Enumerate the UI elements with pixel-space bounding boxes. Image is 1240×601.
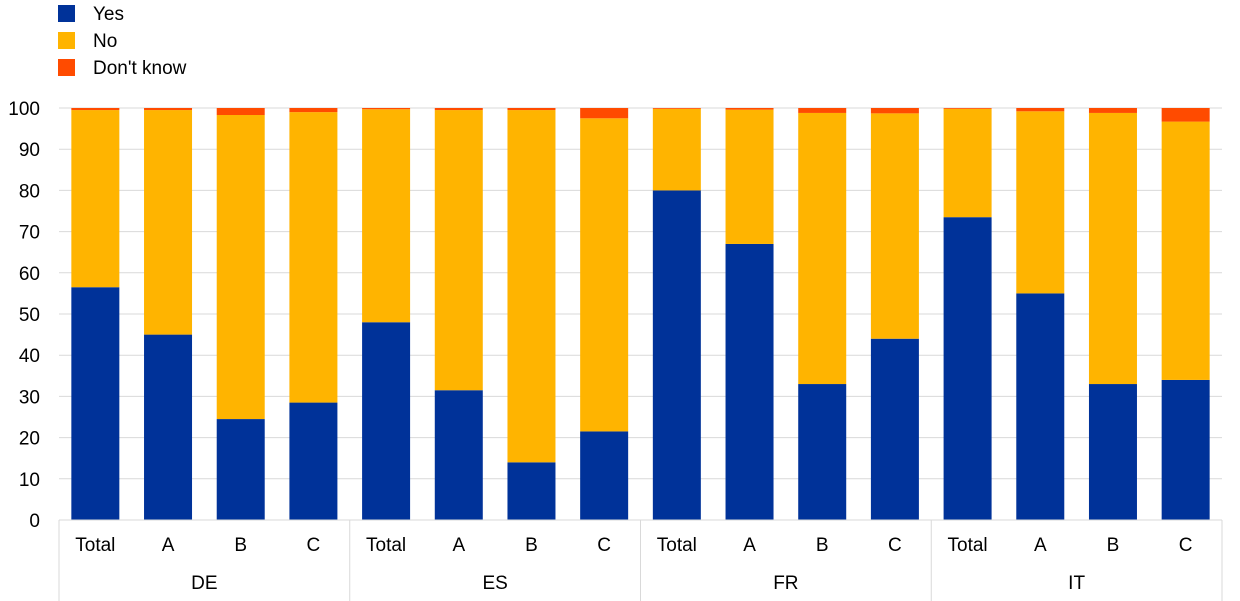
y-tick-label: 30 [19,387,40,408]
bar-de-a-no [144,110,193,335]
bar-fr-b-don-t-know [798,108,847,113]
group-label-de: DE [191,573,217,594]
y-tick-label: 0 [29,511,40,532]
x-tick-label: B [816,535,829,556]
bar-it-c-no [1161,121,1210,380]
y-tick-label: 50 [19,305,40,326]
bar-es-a-yes [434,390,483,520]
bar-it-b-yes [1088,384,1137,520]
x-tick-label: B [525,535,538,556]
bar-de-c-yes [289,402,338,520]
bar-it-c-yes [1161,379,1210,520]
bar-es-b-yes [507,462,556,520]
bar-it-total-yes [943,217,992,520]
legend: Yes No Don't know [58,4,187,79]
bar-fr-a-yes [725,243,774,520]
bar-it-total-no [943,108,992,218]
bar-it-b-no [1088,112,1137,385]
bar-fr-total-yes [652,190,701,520]
bar-es-c-don-t-know [580,108,629,119]
bar-fr-a-no [725,109,774,244]
x-tick-label: C [888,535,902,556]
bar-es-total-don-t-know [362,108,411,110]
bar-it-b-don-t-know [1088,108,1137,113]
bar-es-c-no [580,118,629,432]
bar-fr-total-don-t-know [652,108,701,109]
legend-swatch-no [58,32,75,49]
y-tick-label: 90 [19,140,40,161]
bar-fr-c-no [870,113,919,339]
bar-de-b-yes [216,419,265,520]
bar-fr-a-don-t-know [725,108,774,110]
bar-de-c-no [289,112,338,403]
legend-label-don-t-know: Don't know [93,58,187,79]
y-tick-label: 10 [19,470,40,491]
bar-fr-b-yes [798,384,847,520]
bars [71,108,1210,520]
x-tick-label: Total [75,535,115,556]
group-label-es: ES [482,573,507,594]
group-label-fr: FR [773,573,798,594]
y-tick-label: 80 [19,181,40,202]
bar-fr-c-don-t-know [870,108,919,114]
x-tick-label: C [597,535,611,556]
bar-de-total-no [71,110,120,288]
legend-swatch-don-t-know [58,59,75,76]
bar-de-b-don-t-know [216,108,265,116]
y-tick-label: 60 [19,264,40,285]
bar-es-a-don-t-know [434,108,483,111]
x-tick-label: A [743,535,756,556]
y-tick-label: 100 [8,99,40,120]
bar-it-a-yes [1016,293,1065,520]
bar-fr-total-no [652,108,701,191]
legend-label-no: No [93,31,117,52]
x-tick-label: Total [366,535,406,556]
group-label-it: IT [1068,573,1085,594]
y-axis: 0 10 20 30 40 50 60 70 80 90 100 [8,99,40,532]
bar-it-a-no [1016,111,1065,294]
bar-es-total-yes [362,322,411,520]
legend-label-yes: Yes [93,4,124,25]
y-tick-label: 70 [19,223,40,244]
x-tick-label: B [234,535,247,556]
bar-it-total-don-t-know [943,108,992,109]
x-tick-label: Total [657,535,697,556]
bar-fr-c-yes [870,338,919,520]
bar-de-a-don-t-know [144,108,193,111]
x-tick-label: C [307,535,321,556]
bar-de-total-yes [71,287,120,520]
legend-swatch-yes [58,5,75,22]
y-tick-label: 20 [19,429,40,450]
x-axis: Total A B C DE Total A B C ES Total A B C FR Total A B C IT [58,519,1223,601]
bar-es-c-yes [580,431,629,520]
bar-es-b-no [507,110,556,463]
x-tick-label: A [1034,535,1047,556]
bar-fr-b-no [798,112,847,385]
bar-es-a-no [434,110,483,391]
x-tick-label: B [1107,535,1120,556]
bar-de-a-yes [144,334,193,520]
bar-it-a-don-t-know [1016,108,1065,112]
x-tick-label: A [162,535,175,556]
bar-it-c-don-t-know [1161,108,1210,122]
bar-es-b-don-t-know [507,108,556,111]
bar-es-total-no [362,109,411,323]
bar-de-c-don-t-know [289,108,338,113]
bar-de-b-no [216,115,265,420]
x-tick-label: C [1179,535,1193,556]
y-tick-label: 40 [19,346,40,367]
x-tick-label: A [452,535,465,556]
bar-de-total-don-t-know [71,108,120,111]
x-tick-label: Total [948,535,988,556]
